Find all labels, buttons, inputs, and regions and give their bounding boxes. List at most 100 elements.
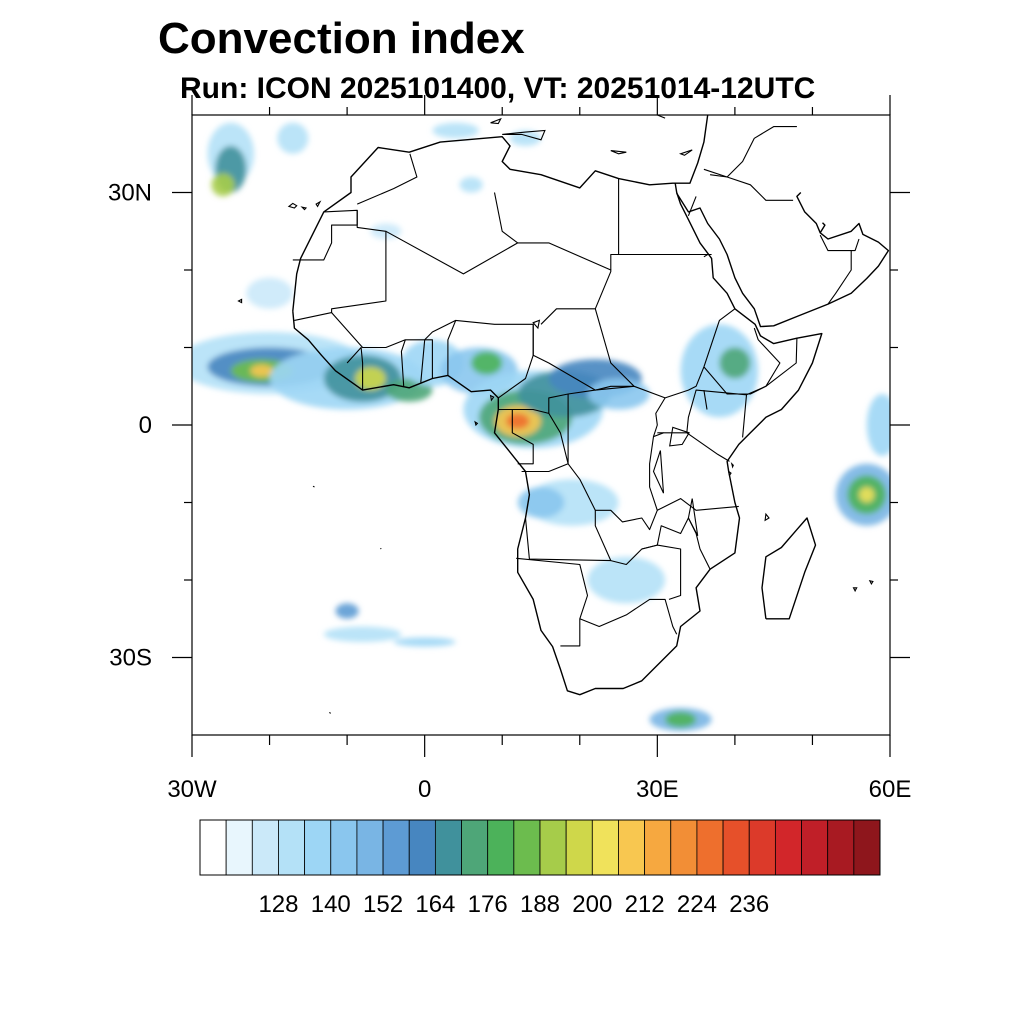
country-border	[657, 498, 739, 511]
colorbar: 128 140 152 164 176 188 200 212 224 236	[199, 819, 881, 918]
convection-cell	[277, 122, 309, 154]
country-border	[346, 346, 364, 391]
colorbar-swatch	[644, 819, 672, 876]
convection-field-layer	[192, 122, 890, 732]
colorbar-swatch	[487, 819, 515, 876]
page-subtitle: Run: ICON 2025101400, VT: 20251014-12UTC	[180, 72, 816, 105]
convection-cells	[192, 122, 890, 732]
colorbar-swatch	[278, 819, 306, 876]
convection-cell	[211, 173, 235, 197]
country-border	[851, 238, 860, 252]
colorbar-swatch	[330, 819, 358, 876]
y-tick-label: 30S	[109, 645, 152, 672]
island-outline	[474, 420, 479, 427]
country-border	[420, 339, 426, 383]
country-border	[447, 320, 457, 376]
convection-cell	[323, 626, 402, 642]
convection-cell	[246, 277, 293, 309]
country-border	[710, 126, 797, 178]
colorbar-swatch	[827, 819, 855, 876]
island-outline	[237, 298, 243, 304]
colorbar-label: 152	[363, 891, 403, 918]
axis-ticks	[172, 95, 910, 757]
convection-cell	[250, 364, 274, 377]
colorbar-swatch	[722, 819, 750, 876]
colorbar-swatch	[434, 819, 462, 876]
country-border	[567, 394, 666, 531]
convection-cell	[517, 487, 565, 518]
convection-cell	[858, 487, 875, 503]
convection-cell	[587, 556, 666, 604]
geography-layer	[237, 115, 890, 714]
convection-cell	[719, 347, 751, 379]
convection-cell	[587, 378, 650, 410]
convection-cell	[471, 351, 503, 375]
country-border	[424, 339, 433, 379]
colorbar-frame	[199, 819, 881, 876]
colorbar-swatch	[513, 819, 541, 876]
island-outline	[727, 470, 732, 477]
country-border	[703, 339, 781, 395]
country-border	[331, 312, 635, 391]
island-outline	[868, 580, 874, 586]
colorbar-label: 188	[520, 891, 560, 918]
island-outline	[852, 587, 858, 593]
y-tick-label: 0	[139, 412, 152, 439]
country-border	[385, 230, 736, 399]
country-border	[579, 598, 678, 635]
colorbar-swatch	[853, 819, 881, 876]
colorbar-swatch	[748, 819, 776, 876]
colorbar-label: 164	[415, 891, 455, 918]
convection-cell	[459, 177, 483, 193]
colorbar-swatch	[670, 819, 698, 876]
coastline	[676, 192, 890, 328]
country-border	[356, 153, 418, 205]
island-outline	[300, 206, 308, 211]
island-outline	[764, 512, 770, 522]
lake-outline	[652, 450, 665, 494]
y-tick-label: 30N	[108, 180, 152, 207]
colorbar-swatch	[408, 819, 436, 876]
colorbar-swatch	[801, 819, 829, 876]
convection-cell	[335, 603, 359, 619]
colorbar-label: 200	[572, 891, 612, 918]
colorbar-label: 236	[729, 891, 769, 918]
lake-outline	[703, 390, 708, 410]
coastline	[292, 115, 709, 312]
colorbar-swatch	[774, 819, 802, 876]
colorbar-swatch	[539, 819, 567, 876]
colorbar-swatch	[618, 819, 646, 876]
country-border	[400, 339, 406, 387]
x-tick-label: 0	[418, 776, 431, 803]
x-tick-label: 30E	[636, 776, 679, 803]
country-border	[511, 409, 534, 465]
country-border	[703, 254, 708, 258]
colorbar-label: 224	[677, 891, 717, 918]
country-border	[753, 327, 759, 340]
country-border	[516, 557, 589, 647]
country-border	[498, 385, 635, 414]
convection-cell	[665, 711, 697, 728]
page-title: Convection index	[158, 14, 525, 63]
y-axis-labels: 30N 0 30S	[108, 180, 152, 672]
coastline	[819, 222, 826, 234]
x-tick-label: 30W	[167, 776, 217, 803]
x-tick-label: 60E	[869, 776, 912, 803]
island-outline	[502, 129, 546, 141]
convection-cell	[393, 637, 456, 647]
island-outline	[610, 150, 627, 155]
colorbar-swatch	[251, 819, 279, 876]
country-border	[497, 324, 534, 399]
coastline	[761, 517, 817, 620]
country-border	[686, 389, 748, 438]
country-border	[540, 308, 596, 325]
colorbar-swatch	[356, 819, 384, 876]
colorbar-label: 212	[625, 891, 665, 918]
island-outline	[489, 394, 495, 402]
island-outline	[490, 117, 502, 125]
convection-cell	[866, 394, 890, 456]
lake-outline	[532, 319, 541, 330]
lake-outline	[687, 498, 699, 537]
island-outline	[312, 485, 315, 488]
